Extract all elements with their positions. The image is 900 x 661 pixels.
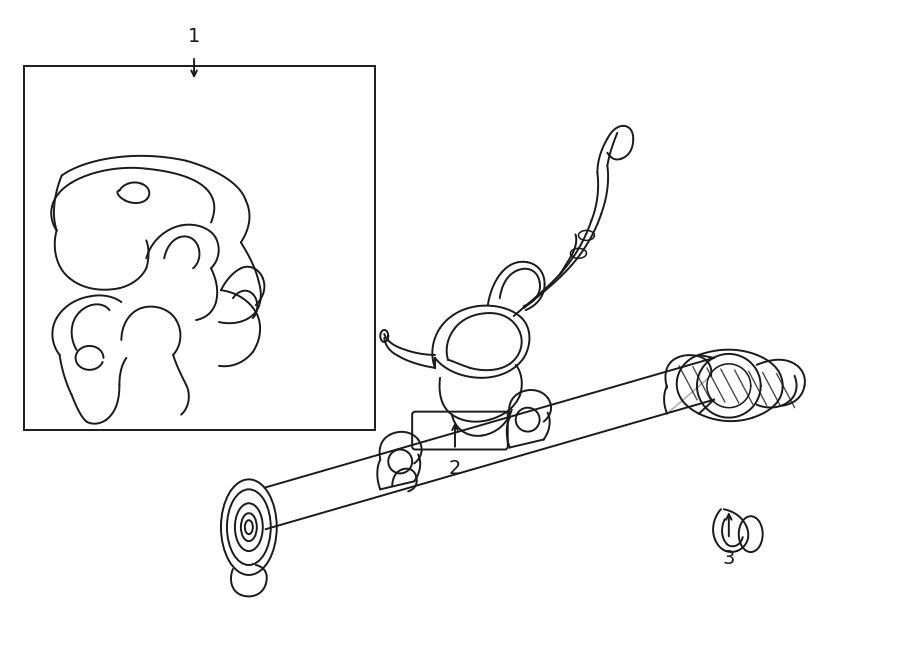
Ellipse shape — [221, 479, 276, 575]
Text: 1: 1 — [188, 27, 201, 46]
Text: 2: 2 — [449, 459, 461, 479]
Bar — [23, 66, 375, 430]
Text: 3: 3 — [723, 549, 735, 568]
